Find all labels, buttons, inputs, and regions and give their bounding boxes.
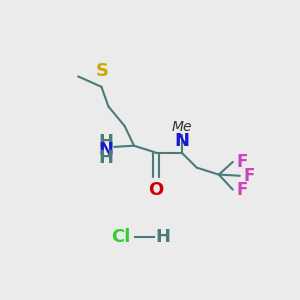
Text: H: H bbox=[98, 133, 113, 151]
Text: N: N bbox=[98, 141, 113, 159]
Text: Cl: Cl bbox=[112, 228, 131, 246]
Text: H: H bbox=[156, 228, 171, 246]
Text: H: H bbox=[98, 149, 113, 167]
Text: F: F bbox=[237, 153, 248, 171]
Text: F: F bbox=[237, 181, 248, 199]
Text: O: O bbox=[148, 181, 164, 199]
Text: Me: Me bbox=[171, 120, 192, 134]
Text: N: N bbox=[174, 132, 189, 150]
Text: F: F bbox=[244, 167, 255, 185]
Text: S: S bbox=[96, 62, 109, 80]
